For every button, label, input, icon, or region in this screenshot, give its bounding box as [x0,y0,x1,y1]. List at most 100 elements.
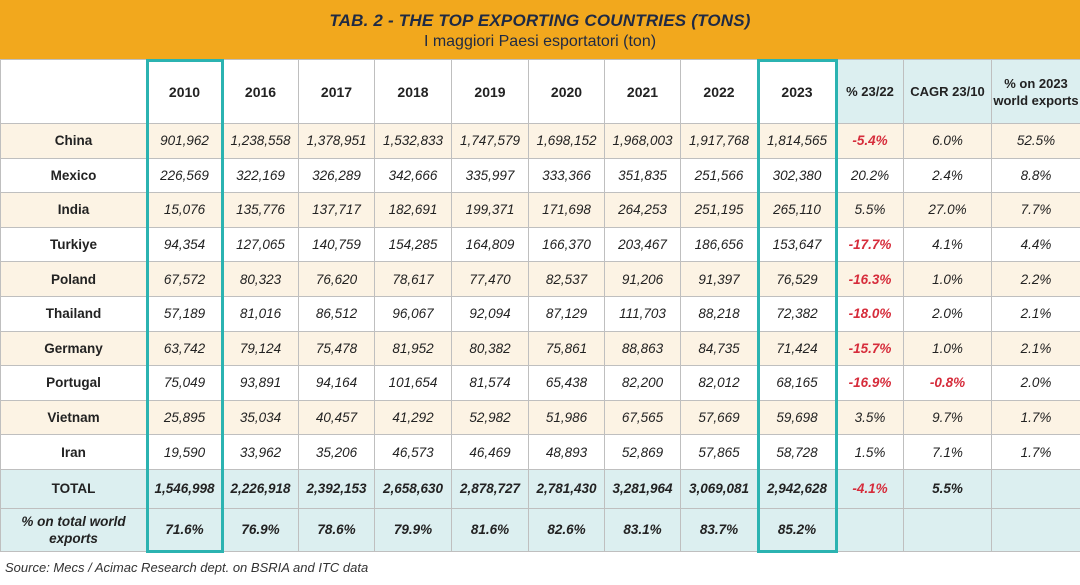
value-cell: 46,573 [374,434,452,470]
column-header: 2023 [757,59,837,124]
value-cell: 111,703 [604,295,681,332]
country-name: China [0,123,147,159]
value-cell: 81,016 [222,295,299,332]
table-header: 2010 2016 2017 2018 2019 2020 2021 2022 2023% 23… [0,59,1080,124]
value-cell: 342,666 [374,157,452,194]
pct-change-cell: -16.3% [836,261,904,297]
total-value-cell: 2,942,628 [757,468,837,509]
cagr-cell: 9.7% [903,399,992,436]
value-cell: 51,986 [528,399,605,436]
table-row: Thailand 57,189 81,016 86,512 96,067 92,094 87… [0,295,1080,332]
value-cell: 901,962 [146,123,223,159]
empty-cell [903,507,992,552]
country-name: Vietnam [0,399,147,436]
world-share-row: % on total world exports 71.6% 76.9% 78.6% 7… [0,507,1080,552]
world-share-cell: 4.4% [991,226,1080,263]
value-cell: 84,735 [680,330,758,367]
value-cell: 127,065 [222,226,299,263]
value-cell: 65,438 [528,365,605,401]
value-cell: 1,532,833 [374,123,452,159]
total-value-cell: 3,069,081 [680,468,758,509]
empty-cell [991,468,1080,509]
value-cell: 68,165 [757,365,837,401]
share-value-cell: 71.6% [146,507,223,552]
total-cagr: 5.5% [903,468,992,509]
table-row: Germany 63,742 79,124 75,478 81,952 80,382 75,… [0,330,1080,367]
world-share-cell: 8.8% [991,157,1080,194]
value-cell: 35,034 [222,399,299,436]
value-cell: 1,378,951 [298,123,375,159]
value-cell: 203,467 [604,226,681,263]
world-share-cell: 1.7% [991,399,1080,436]
value-cell: 57,865 [680,434,758,470]
world-share-cell: 2.0% [991,365,1080,401]
share-value-cell: 78.6% [298,507,375,552]
table-row: Iran 19,590 33,962 35,206 46,573 46,469 48,893… [0,434,1080,470]
country-name: Germany [0,330,147,367]
cagr-cell: 1.0% [903,261,992,297]
value-cell: 264,253 [604,192,681,228]
value-cell: 186,656 [680,226,758,263]
value-cell: 82,012 [680,365,758,401]
cagr-cell: -0.8% [903,365,992,401]
value-cell: 322,169 [222,157,299,194]
value-cell: 75,049 [146,365,223,401]
country-name: India [0,192,147,228]
share-value-cell: 79.9% [374,507,452,552]
column-header: 2016 [222,59,299,124]
value-cell: 48,893 [528,434,605,470]
value-cell: 88,218 [680,295,758,332]
value-cell: 87,129 [528,295,605,332]
value-cell: 333,366 [528,157,605,194]
value-cell: 81,574 [451,365,529,401]
pct-change-cell: -15.7% [836,330,904,367]
value-cell: 67,565 [604,399,681,436]
pct-change-cell: 5.5% [836,192,904,228]
value-cell: 33,962 [222,434,299,470]
pct-change-cell: 1.5% [836,434,904,470]
share-label: % on total world exports [0,507,147,552]
column-header: 2019 [451,59,529,124]
value-cell: 80,323 [222,261,299,297]
share-value-cell: 83.7% [680,507,758,552]
value-cell: 335,997 [451,157,529,194]
pct-change-cell: -18.0% [836,295,904,332]
table-row: India 15,076 135,776 137,717 182,691 199,371 1… [0,192,1080,228]
value-cell: 19,590 [146,434,223,470]
pct-change-cell: -5.4% [836,123,904,159]
cagr-cell: 7.1% [903,434,992,470]
value-cell: 71,424 [757,330,837,367]
table-row: Poland 67,572 80,323 76,620 78,617 77,470 82,5… [0,261,1080,297]
world-share-cell: 2.1% [991,295,1080,332]
value-cell: 58,728 [757,434,837,470]
cagr-cell: 6.0% [903,123,992,159]
value-cell: 67,572 [146,261,223,297]
country-name: Mexico [0,157,147,194]
source-note: Source: Mecs / Acimac Research dept. on … [5,560,369,575]
table-row: China 901,962 1,238,558 1,378,951 1,532,833 1… [0,123,1080,159]
total-value-cell: 2,226,918 [222,468,299,509]
column-header: 2018 [374,59,452,124]
table-title: TAB. 2 - THE TOP EXPORTING COUNTRIES (TO… [329,11,751,30]
cagr-cell: 1.0% [903,330,992,367]
value-cell: 52,869 [604,434,681,470]
value-cell: 52,982 [451,399,529,436]
value-cell: 1,238,558 [222,123,299,159]
column-header: 2020 [528,59,605,124]
value-cell: 35,206 [298,434,375,470]
country-name: Portugal [0,365,147,401]
value-cell: 79,124 [222,330,299,367]
column-header: % 23/22 [836,59,904,124]
value-cell: 226,569 [146,157,223,194]
value-cell: 41,292 [374,399,452,436]
share-value-cell: 83.1% [604,507,681,552]
share-value-cell: 82.6% [528,507,605,552]
column-header: 2022 [680,59,758,124]
value-cell: 94,164 [298,365,375,401]
country-name: Iran [0,434,147,470]
value-cell: 81,952 [374,330,452,367]
value-cell: 40,457 [298,399,375,436]
value-cell: 137,717 [298,192,375,228]
table-row: Vietnam 25,895 35,034 40,457 41,292 52,982 51,… [0,399,1080,436]
value-cell: 182,691 [374,192,452,228]
